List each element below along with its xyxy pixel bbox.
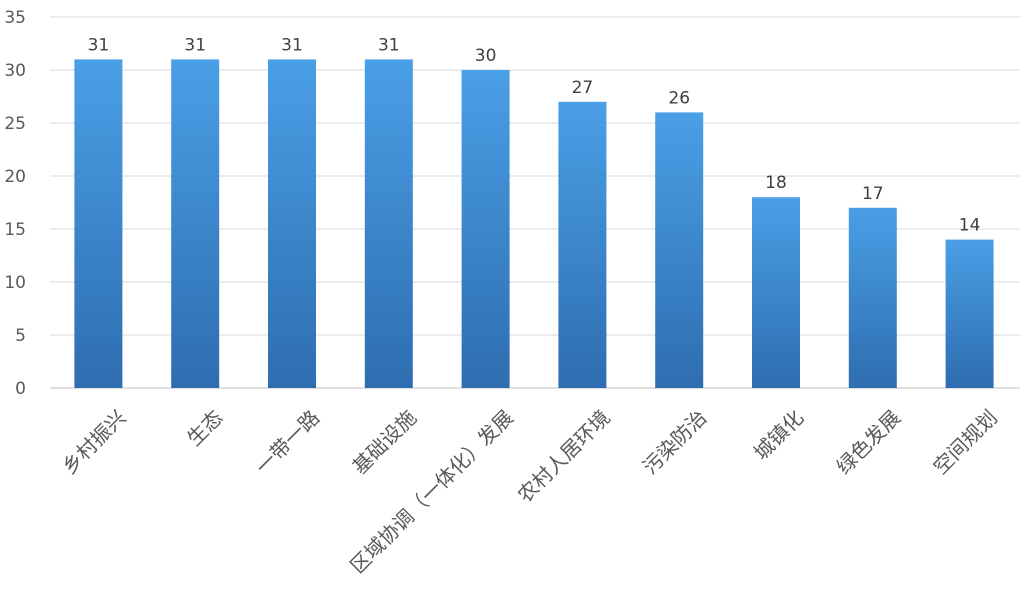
- data-label: 31: [378, 35, 400, 55]
- data-label: 31: [88, 35, 110, 55]
- bar: [268, 59, 316, 389]
- y-tick-label: 5: [15, 326, 26, 346]
- data-label: 30: [475, 46, 497, 66]
- x-tick-label: 污染防治: [638, 405, 712, 479]
- y-axis-ticks: 0 5 10 15 20 25 30 35: [4, 8, 26, 399]
- x-tick-label: 农村人居环境: [513, 405, 615, 507]
- bar: [74, 59, 123, 389]
- x-tick-label: 生态: [182, 405, 227, 450]
- bar: [752, 197, 800, 388]
- y-tick-label: 10: [4, 273, 26, 293]
- x-tick-label: 一带一路: [251, 405, 325, 479]
- x-tick-label: 空间规划: [928, 405, 1002, 479]
- data-labels: 31 31 31 31 30 27 26 18 17 14: [88, 35, 981, 235]
- data-label: 17: [862, 184, 884, 204]
- y-tick-label: 25: [4, 114, 26, 134]
- data-label: 26: [668, 88, 690, 108]
- bar: [364, 59, 413, 389]
- x-tick-label: 绿色发展: [832, 405, 906, 479]
- x-tick-label: 乡村振兴: [57, 405, 131, 479]
- bar: [461, 70, 510, 388]
- x-tick-label: 城镇化: [749, 405, 808, 464]
- bar: [558, 101, 607, 389]
- y-tick-label: 0: [15, 379, 26, 399]
- x-tick-label: 基础设施: [348, 405, 422, 479]
- x-tick-label: 区域协调（一体化）发展: [345, 405, 518, 578]
- bar: [945, 239, 994, 388]
- y-tick-label: 15: [4, 220, 26, 240]
- bar: [171, 59, 220, 389]
- bars: [74, 59, 994, 389]
- bar: [848, 207, 897, 388]
- data-label: 31: [281, 35, 303, 55]
- data-label: 14: [959, 216, 981, 236]
- bar: [655, 112, 704, 389]
- y-tick-label: 30: [4, 61, 26, 81]
- y-tick-label: 20: [4, 167, 26, 187]
- data-label: 18: [765, 173, 787, 193]
- data-label: 27: [572, 78, 594, 98]
- y-tick-label: 35: [4, 8, 26, 28]
- data-label: 31: [184, 35, 206, 55]
